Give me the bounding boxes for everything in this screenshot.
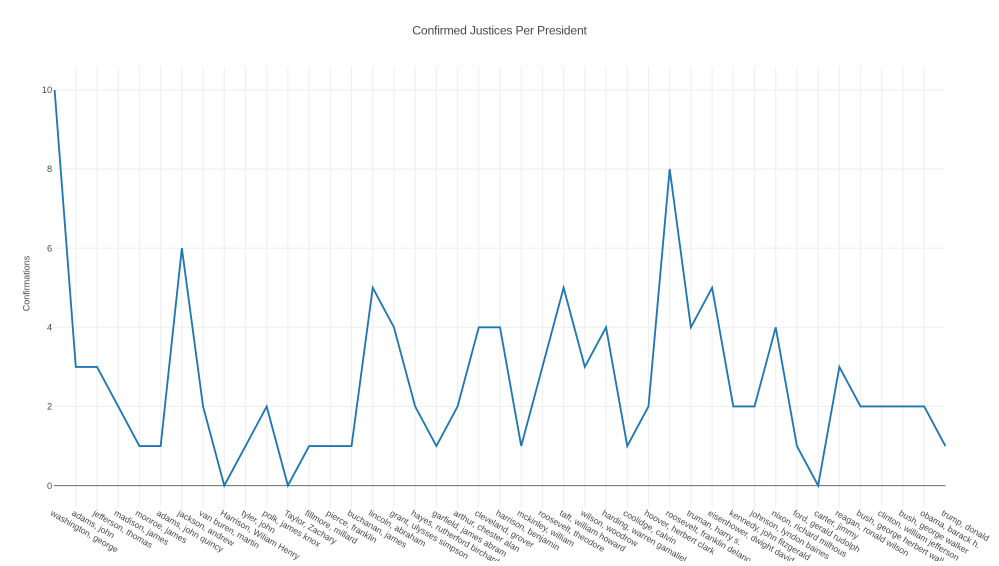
- svg-text:0: 0: [47, 481, 52, 491]
- svg-text:6: 6: [47, 243, 52, 253]
- svg-text:8: 8: [47, 164, 52, 174]
- svg-text:10: 10: [42, 85, 52, 95]
- svg-text:Confirmations: Confirmations: [22, 255, 32, 311]
- svg-text:Confirmed Justices Per Preside: Confirmed Justices Per President: [412, 24, 587, 38]
- svg-text:2: 2: [47, 402, 52, 412]
- svg-text:4: 4: [47, 323, 52, 333]
